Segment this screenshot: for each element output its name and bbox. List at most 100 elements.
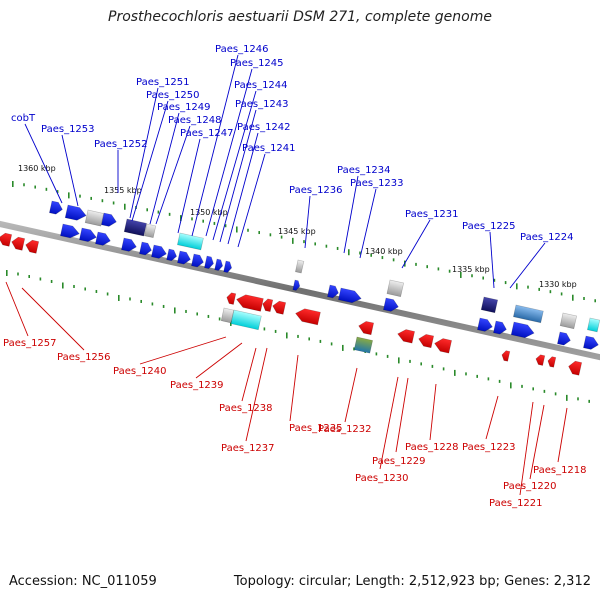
forward-gene-shape xyxy=(338,287,362,304)
forward-gene-shape xyxy=(559,312,578,330)
outer-tick xyxy=(202,219,204,223)
forward-gene xyxy=(64,204,87,221)
reverse-gene xyxy=(501,350,511,362)
forward-gene xyxy=(583,335,599,350)
outer-tick xyxy=(426,265,428,269)
reverse-gene-label-leader xyxy=(241,347,257,402)
forward-gene-shape xyxy=(583,335,599,350)
inner-tick xyxy=(73,284,75,288)
reverse-gene-shape xyxy=(25,239,40,254)
reverse-gene xyxy=(434,338,452,354)
forward-gene-shape xyxy=(166,248,177,262)
forward-gene xyxy=(84,209,104,227)
inner-tick xyxy=(95,289,98,293)
forward-gene-shape xyxy=(177,250,191,265)
inner-tick xyxy=(39,277,42,281)
inner-tick xyxy=(151,302,154,306)
outer-tick xyxy=(415,262,417,266)
inner-tick xyxy=(84,287,86,291)
outer-tick xyxy=(146,208,148,212)
inner-tick xyxy=(196,312,198,316)
outer-tick xyxy=(112,201,115,205)
reverse-gene-shape xyxy=(501,350,511,362)
outer-tick xyxy=(34,185,36,189)
forward-gene xyxy=(151,244,167,259)
forward-gene-label: Paes_1231 xyxy=(405,209,459,220)
reverse-gene-label-leader xyxy=(245,347,268,442)
reverse-gene-label: Paes_1238 xyxy=(219,403,273,414)
reverse-gene-label: Paes_1232 xyxy=(318,424,372,435)
forward-gene xyxy=(123,218,147,237)
reverse-gene-label: Paes_1257 xyxy=(3,338,57,349)
inner-tick xyxy=(50,279,53,283)
forward-gene-label-leader xyxy=(205,68,253,237)
kbp-scale-label: 1355 kbp xyxy=(104,186,142,195)
forward-gene xyxy=(191,253,204,268)
outer-tick xyxy=(247,228,249,232)
inner-tick xyxy=(487,377,490,381)
forward-gene xyxy=(214,258,223,271)
forward-gene xyxy=(338,287,362,304)
forward-gene-shape xyxy=(493,320,507,335)
forward-gene-label-leader xyxy=(227,132,259,245)
inner-tick xyxy=(185,309,187,313)
outer-tick xyxy=(124,203,126,210)
forward-gene-shape xyxy=(386,279,405,298)
forward-gene-shape xyxy=(327,284,339,299)
forward-gene xyxy=(587,317,600,333)
forward-gene xyxy=(144,223,157,239)
inner-tick xyxy=(330,342,333,346)
forward-gene-label: Paes_1243 xyxy=(235,99,289,110)
reverse-gene-label-leader xyxy=(195,342,243,379)
outer-tick xyxy=(448,269,451,273)
forward-gene-label-leader xyxy=(237,153,266,248)
reverse-gene-shape xyxy=(262,298,274,313)
outer-tick xyxy=(224,224,227,228)
map-title: Prosthecochloris aestuarii DSM 271, comp… xyxy=(108,9,492,25)
reverse-gene-shape xyxy=(11,236,26,251)
forward-gene xyxy=(177,232,204,251)
forward-gene-label-leader xyxy=(509,242,546,289)
forward-gene-shape xyxy=(177,232,204,251)
inner-tick xyxy=(431,364,434,368)
reverse-gene-label: Paes_1230 xyxy=(355,473,409,484)
accession-text: Accession: NC_011059 xyxy=(9,574,157,589)
outer-tick xyxy=(348,249,350,256)
reverse-gene-shape xyxy=(272,300,287,315)
forward-gene-label: Paes_1245 xyxy=(230,58,284,69)
reverse-gene xyxy=(226,292,237,305)
inner-tick xyxy=(230,319,232,326)
reverse-gene-label: Paes_1235 xyxy=(289,423,343,434)
inner-tick xyxy=(476,374,478,378)
inner-tick xyxy=(286,332,288,339)
reverse-gene-label: Paes_1221 xyxy=(489,498,543,509)
reverse-gene xyxy=(262,298,274,313)
forward-gene-shape xyxy=(144,223,157,239)
outer-tick xyxy=(381,256,384,260)
inner-tick xyxy=(442,367,445,371)
forward-gene-shape xyxy=(121,237,137,252)
outer-tick xyxy=(191,217,193,221)
reverse-gene xyxy=(358,321,375,336)
outer-tick xyxy=(236,226,238,233)
forward-gene xyxy=(223,260,232,273)
forward-gene xyxy=(177,250,191,265)
forward-gene-shape xyxy=(64,204,87,221)
forward-gene-label: cobT xyxy=(11,113,36,124)
inner-tick xyxy=(498,379,501,383)
inner-tick xyxy=(521,384,523,388)
forward-gene-label: Paes_1233 xyxy=(350,178,404,189)
forward-gene-shape xyxy=(151,244,167,259)
kbp-scale-label: 1335 kbp xyxy=(452,265,490,274)
forward-gene-shape xyxy=(204,255,214,269)
forward-gene xyxy=(480,296,499,314)
forward-gene-shape xyxy=(123,218,147,237)
kbp-scale-label: 1345 kbp xyxy=(278,227,316,236)
forward-gene xyxy=(477,317,493,332)
outer-tick xyxy=(269,233,272,237)
reverse-gene-label-leader xyxy=(395,377,409,453)
forward-gene xyxy=(121,237,137,252)
reverse-gene-label: Paes_1239 xyxy=(170,380,224,391)
inner-tick xyxy=(106,292,109,296)
reverse-gene-shape xyxy=(236,294,264,312)
